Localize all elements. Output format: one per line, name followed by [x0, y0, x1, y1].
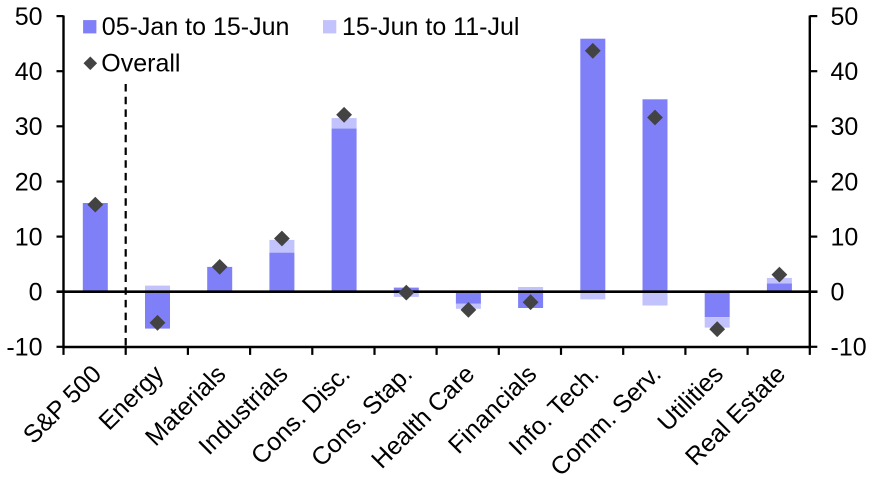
svg-text:15-Jun to 11-Jul: 15-Jun to 11-Jul — [342, 13, 519, 41]
svg-text:50: 50 — [831, 3, 859, 31]
svg-text:-10: -10 — [831, 334, 867, 362]
svg-text:20: 20 — [15, 168, 43, 196]
svg-text:40: 40 — [831, 58, 859, 86]
svg-text:20: 20 — [831, 168, 859, 196]
svg-text:30: 30 — [831, 113, 859, 141]
svg-text:10: 10 — [15, 223, 43, 251]
svg-text:Overall: Overall — [101, 49, 180, 77]
svg-text:-10: -10 — [6, 334, 42, 362]
svg-text:0: 0 — [831, 279, 845, 307]
svg-text:50: 50 — [15, 3, 43, 31]
svg-text:10: 10 — [831, 223, 859, 251]
svg-text:40: 40 — [15, 58, 43, 86]
svg-text:30: 30 — [15, 113, 43, 141]
svg-text:0: 0 — [29, 279, 43, 307]
svg-text:05-Jan to 15-Jun: 05-Jan to 15-Jun — [102, 13, 290, 41]
